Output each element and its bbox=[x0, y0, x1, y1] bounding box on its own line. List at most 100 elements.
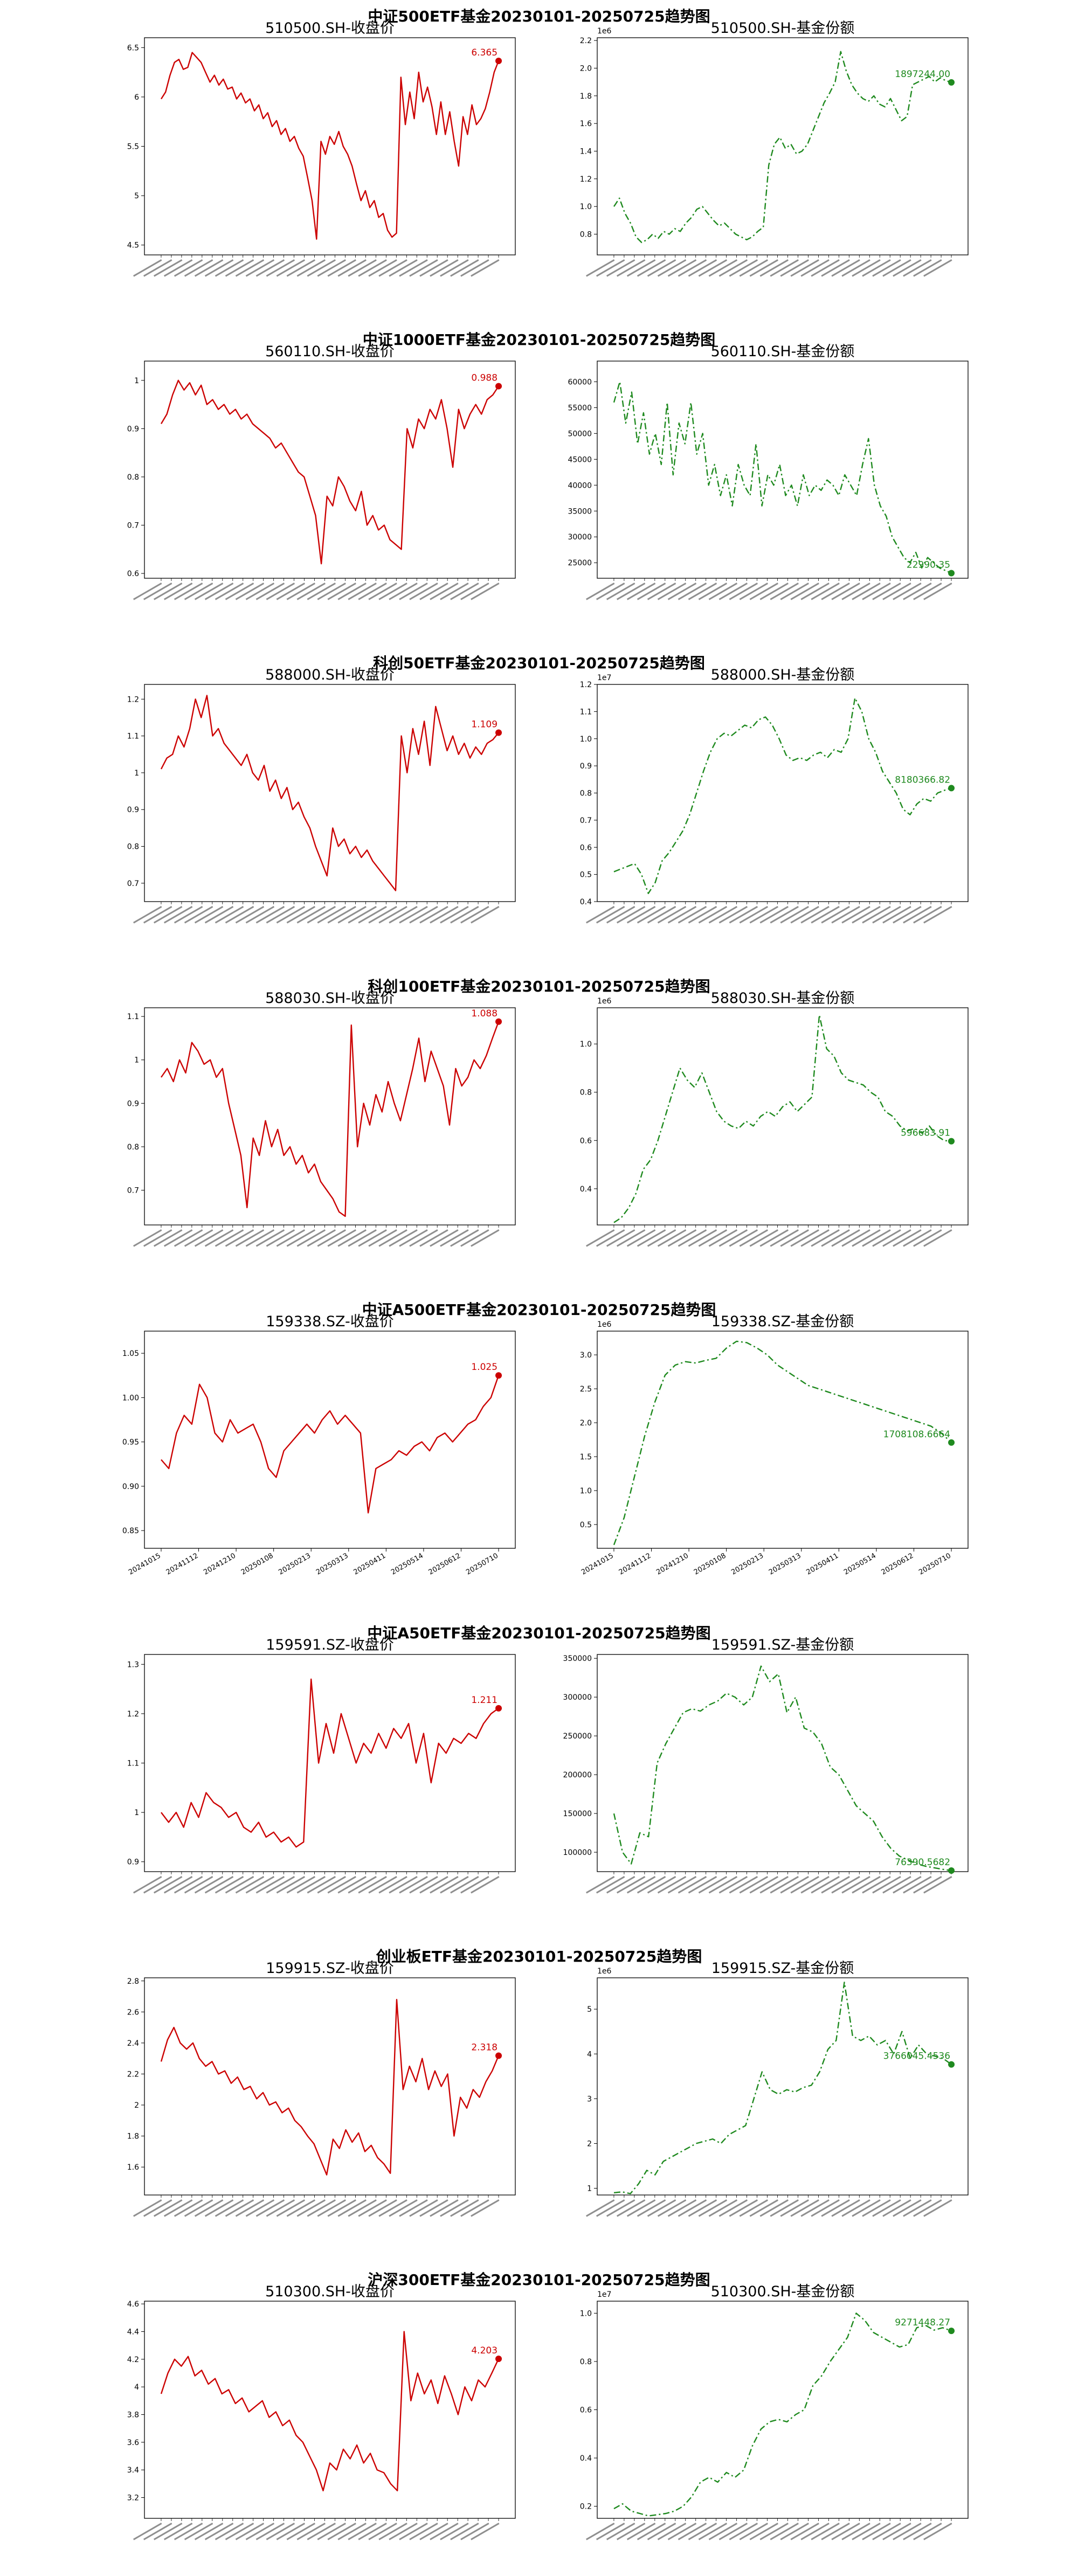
y-tick-label: 1.1 bbox=[127, 732, 139, 741]
y-tick-label: 1.2 bbox=[580, 681, 592, 689]
y-tick-label: 45000 bbox=[568, 455, 592, 464]
x-tick-label-mark bbox=[317, 2523, 346, 2540]
x-tick-label-mark bbox=[235, 906, 265, 924]
x-tick-label-mark bbox=[749, 2523, 779, 2540]
x-tick-label: 20250710 bbox=[465, 1552, 500, 1576]
x-tick-label-mark bbox=[307, 1876, 336, 1894]
y-tick-label: 40000 bbox=[568, 481, 592, 490]
x-tick-label-mark bbox=[409, 1229, 438, 1247]
x-tick-label-mark bbox=[647, 2199, 676, 2217]
x-tick-label-mark bbox=[852, 1229, 881, 1247]
x-tick-label-mark bbox=[460, 2199, 489, 2217]
x-tick-label-mark bbox=[255, 905, 285, 924]
x-tick-label-mark bbox=[698, 906, 728, 924]
x-tick-label-mark bbox=[698, 259, 728, 277]
x-tick-label-mark bbox=[893, 2199, 922, 2217]
x-tick-label-mark bbox=[718, 906, 748, 924]
plot-frame bbox=[597, 1977, 969, 2196]
x-tick-label-mark bbox=[378, 259, 407, 277]
x-tick-label-mark bbox=[698, 583, 728, 600]
x-tick-label-mark bbox=[800, 2523, 830, 2540]
x-tick-label-mark bbox=[821, 906, 850, 924]
y-tick-label: 3 bbox=[587, 2095, 592, 2103]
x-tick-label-mark bbox=[358, 259, 387, 277]
x-tick-label-mark bbox=[872, 259, 901, 277]
x-tick-label-mark bbox=[811, 259, 840, 277]
x-tick-label-mark bbox=[153, 1876, 183, 1894]
x-tick-label-mark bbox=[729, 2523, 758, 2540]
last-value-label: 4.203 bbox=[471, 2345, 497, 2356]
series-line bbox=[613, 381, 952, 574]
x-tick-label-mark bbox=[440, 906, 469, 924]
x-tick-label-mark bbox=[368, 906, 397, 924]
x-tick-label-mark bbox=[143, 1876, 172, 1894]
y-tick-label: 1.2 bbox=[127, 695, 139, 704]
panel-title: 159338.SZ-收盘价 bbox=[266, 1313, 394, 1330]
x-tick-label-mark bbox=[348, 906, 377, 924]
x-tick-label-mark bbox=[923, 583, 952, 600]
x-tick-label-mark bbox=[358, 1876, 387, 1894]
y-tick-label: 25000 bbox=[568, 559, 592, 567]
x-tick-label-mark bbox=[245, 1876, 275, 1894]
x-tick-label-mark bbox=[708, 2523, 738, 2540]
x-tick-label-mark bbox=[399, 1229, 428, 1247]
last-point-marker bbox=[948, 1138, 955, 1145]
x-tick-label-mark bbox=[862, 906, 891, 924]
y-tick-label: 150000 bbox=[563, 1810, 592, 1818]
x-tick-label-mark bbox=[852, 2523, 881, 2540]
x-tick-label-mark bbox=[790, 906, 819, 924]
last-point-marker bbox=[495, 1705, 502, 1712]
x-tick-label-mark bbox=[626, 583, 656, 600]
x-tick-label-mark bbox=[378, 2199, 407, 2217]
x-tick-label-mark bbox=[821, 1876, 850, 1894]
x-tick-label-mark bbox=[739, 259, 769, 277]
panel-title: 560110.SH-收盘价 bbox=[265, 343, 395, 360]
x-tick-label-mark bbox=[296, 2199, 326, 2217]
x-tick-label-mark bbox=[419, 906, 448, 924]
x-tick-label-mark bbox=[245, 2199, 275, 2217]
x-tick-label-mark bbox=[606, 259, 635, 277]
x-tick-label-mark bbox=[708, 906, 738, 924]
x-tick-label-mark bbox=[235, 583, 265, 600]
x-tick-label-mark bbox=[872, 906, 901, 924]
y-tick-label: 0.8 bbox=[127, 843, 139, 851]
x-tick-label-mark bbox=[821, 2523, 850, 2540]
x-tick-label-mark bbox=[460, 1229, 489, 1247]
panel-title: 588000.SH-基金份额 bbox=[711, 667, 855, 683]
last-point-marker bbox=[495, 58, 502, 65]
x-tick-label-mark bbox=[368, 583, 397, 600]
x-tick-label-mark bbox=[368, 1876, 397, 1894]
x-tick-label-mark bbox=[215, 2199, 244, 2217]
y-tick-label: 0.6 bbox=[580, 843, 592, 852]
x-tick-label-mark bbox=[718, 2199, 748, 2217]
x-tick-label-mark bbox=[184, 583, 213, 600]
x-tick-label-mark bbox=[770, 259, 799, 277]
y-tick-label: 4.4 bbox=[127, 2328, 139, 2336]
panel-title: 159915.SZ-收盘价 bbox=[266, 1960, 394, 1977]
x-tick-label-mark bbox=[163, 1229, 193, 1247]
x-tick-label-mark bbox=[337, 259, 367, 277]
x-tick-label-mark bbox=[841, 2523, 870, 2540]
x-tick-label-mark bbox=[616, 2199, 646, 2217]
x-tick-label-mark bbox=[811, 583, 840, 600]
x-tick-label-mark bbox=[831, 583, 860, 600]
series-line bbox=[160, 2331, 500, 2491]
x-tick-label: 20250514 bbox=[390, 1552, 425, 1576]
x-tick-label-mark bbox=[153, 1229, 183, 1247]
x-tick-label: 20250213 bbox=[277, 1552, 312, 1576]
x-tick-label-mark bbox=[143, 1229, 172, 1247]
series-line bbox=[160, 695, 499, 891]
x-tick-label-mark bbox=[419, 583, 448, 600]
x-tick-label-mark bbox=[718, 1229, 748, 1247]
x-tick-label-mark bbox=[749, 906, 779, 924]
panel-title: 510300.SH-基金份额 bbox=[711, 2283, 855, 2300]
x-tick-label-mark bbox=[133, 905, 162, 924]
y-tick-label: 0.6 bbox=[580, 1137, 592, 1145]
x-tick-label-mark bbox=[266, 2523, 295, 2540]
x-tick-label-mark bbox=[286, 1876, 316, 1894]
x-tick-label-mark bbox=[286, 259, 316, 277]
x-tick-label-mark bbox=[647, 1876, 676, 1894]
panel-title: 588000.SH-收盘价 bbox=[265, 667, 395, 683]
x-tick-label-mark bbox=[688, 2199, 717, 2217]
y-tick-label: 5 bbox=[134, 192, 139, 200]
